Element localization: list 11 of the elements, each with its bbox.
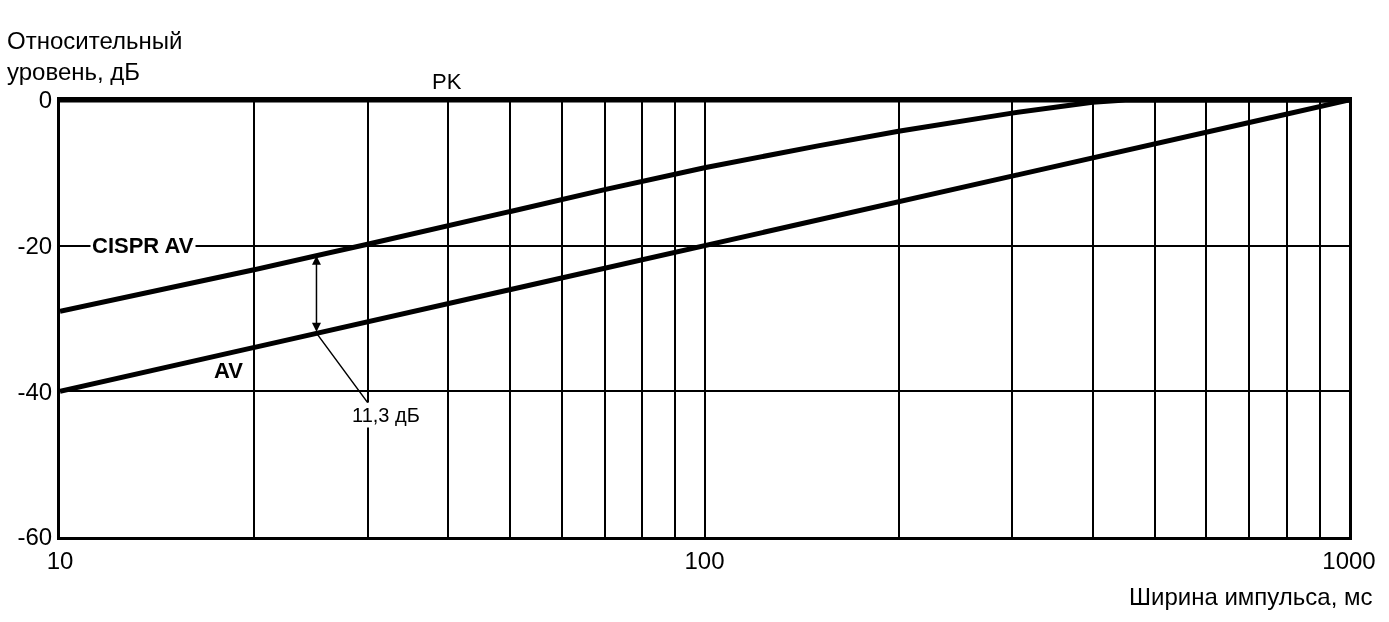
annotation: 11,3 дБ <box>352 404 420 426</box>
y-tick-label: 0 <box>38 86 53 114</box>
series-label: AV <box>214 358 244 383</box>
y-tick-label: -20 <box>17 232 53 260</box>
series-label: CISPR AV <box>92 233 194 258</box>
y-axis-title: Относительный уровень, дБ <box>7 27 183 86</box>
x-tick-label: 100 <box>684 546 725 574</box>
x-axis-title: Ширина импульса, мс <box>1129 583 1373 610</box>
y-tick-label: -40 <box>17 377 53 405</box>
x-tick-label: 1000 <box>1322 546 1376 574</box>
series-label: PK <box>432 69 462 94</box>
